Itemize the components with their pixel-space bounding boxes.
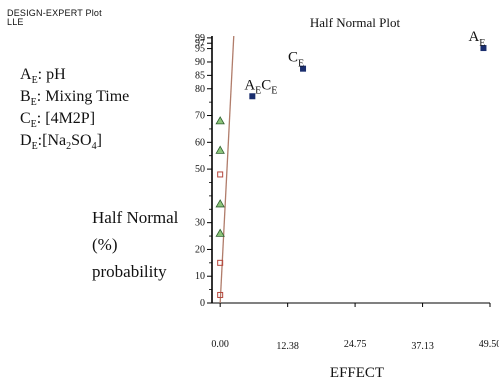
y-label-line-2: (%) [92,235,118,254]
effect-point-label: AECE [244,77,277,96]
factor-b: BE: Mixing Time [20,86,129,108]
x-tick-label: 37.13 [411,341,434,352]
reference-line [219,35,235,304]
factor-b-subscript: E [30,97,37,108]
y-tick-label: 0 [200,298,205,309]
y-label-line-1: Half Normal [92,208,179,227]
x-tick-label: 24.75 [344,339,367,350]
factor-a-name: pH [46,66,66,83]
error-point-square [217,291,224,298]
y-tick-label: 30 [195,218,205,229]
error-point-triangle [215,116,225,125]
factor-a-letter: A [20,66,32,83]
factor-b-name: Mixing Time [45,88,130,105]
factor-legend: AE: pH BE: Mixing Time CE: [4M2P] DE:[Na… [20,64,129,152]
factor-a: AE: pH [20,64,129,86]
x-tick-label: 0.00 [211,339,229,350]
factor-c-subscript: E [30,119,37,130]
factor-a-separator: : [37,66,47,83]
factor-d-subscript: E [31,141,38,152]
effect-point-label: AE [468,29,485,49]
factor-b-letter: B [20,88,31,105]
factor-c-letter: C [20,110,31,127]
x-tick-label: 12.38 [276,341,299,352]
error-point-triangle [215,145,225,154]
y-tick-label: 97 [195,38,205,49]
y-tick-label: 90 [195,57,205,68]
y-tick-label: 99 [195,33,205,44]
y-axis-label: Half Normal (%) probability [92,204,178,285]
y-tick-label: 85 [195,70,205,81]
y-tick-label: 50 [195,164,205,175]
factor-d-separator: : [37,132,43,149]
effect-point [249,93,256,100]
x-axis-label: EFFECT [330,365,384,381]
y-label-line-3: probability [92,262,167,281]
error-point-square [217,171,224,178]
factor-d-name: [Na2SO4] [42,132,102,152]
y-tick-label: 70 [195,111,205,122]
error-point-triangle [215,228,225,237]
y-tick-label: 80 [195,84,205,95]
y-tick-label: 20 [195,244,205,255]
chart-title: Half Normal Plot [310,15,401,30]
effect-point [480,45,487,52]
y-tick-label: 10 [195,271,205,282]
factor-c-name: [4M2P] [45,110,96,127]
y-tick-label: 95 [195,44,205,55]
plot-header: DESIGN-EXPERT Plot LLE [7,9,102,27]
header-line-1: DESIGN-EXPERT Plot [7,8,102,18]
factor-b-separator: : [36,88,46,105]
header-line-2: LLE [7,17,24,27]
factor-a-subscript: E [31,75,38,86]
effect-point [300,65,307,72]
x-tick-label: 49.50 [479,339,499,350]
factor-c-separator: : [36,110,46,127]
effect-point-label: CE [288,50,304,70]
factor-d-letter: D [20,132,32,149]
error-point-triangle [215,199,225,208]
y-tick-label: 60 [195,137,205,148]
error-point-square [217,259,224,266]
factor-d: DE:[Na2SO4] [20,130,129,152]
factor-c: CE: [4M2P] [20,108,129,130]
